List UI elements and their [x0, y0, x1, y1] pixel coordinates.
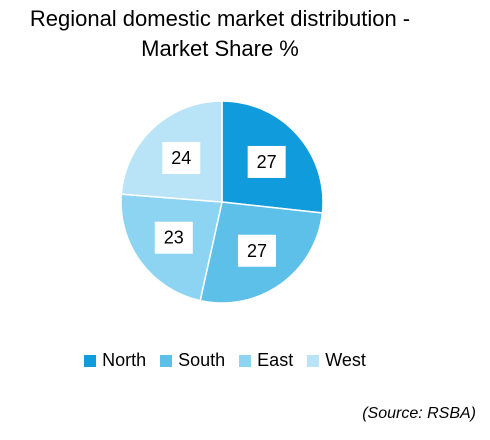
legend-swatch-south: [160, 354, 173, 367]
legend-swatch-east: [239, 354, 252, 367]
data-label-text-west: 24: [171, 148, 191, 168]
data-label-box-west: [162, 141, 201, 174]
data-label-north: 27: [247, 145, 286, 178]
data-label-east: 23: [154, 221, 193, 254]
legend-item-east: East: [239, 350, 293, 371]
legend-label-west: West: [325, 350, 366, 370]
data-label-box-east: [154, 221, 193, 254]
data-label-text-south: 27: [247, 241, 267, 261]
legend-item-west: West: [307, 350, 366, 371]
data-label-text-north: 27: [257, 152, 277, 172]
legend-swatch-west: [307, 354, 320, 367]
legend-label-south: South: [178, 350, 226, 370]
chart-title-line1: Regional domestic market distribution -: [29, 6, 411, 31]
legend-item-south: South: [160, 350, 225, 371]
legend-item-north: North: [84, 350, 146, 371]
chart-title-line2: Market Share %: [141, 36, 299, 61]
legend: North South East West: [0, 350, 450, 371]
chart-title: Regional domestic market distribution - …: [0, 4, 440, 64]
legend-label-north: North: [102, 350, 147, 370]
data-label-west: 24: [162, 141, 201, 174]
data-label-south: 27: [237, 234, 276, 267]
data-label-text-east: 23: [164, 228, 184, 248]
legend-label-east: East: [257, 350, 294, 370]
data-label-box-north: [247, 145, 286, 178]
data-label-box-south: [237, 234, 276, 267]
legend-swatch-north: [84, 354, 97, 367]
source-note: (Source: RSBA): [362, 405, 476, 422]
